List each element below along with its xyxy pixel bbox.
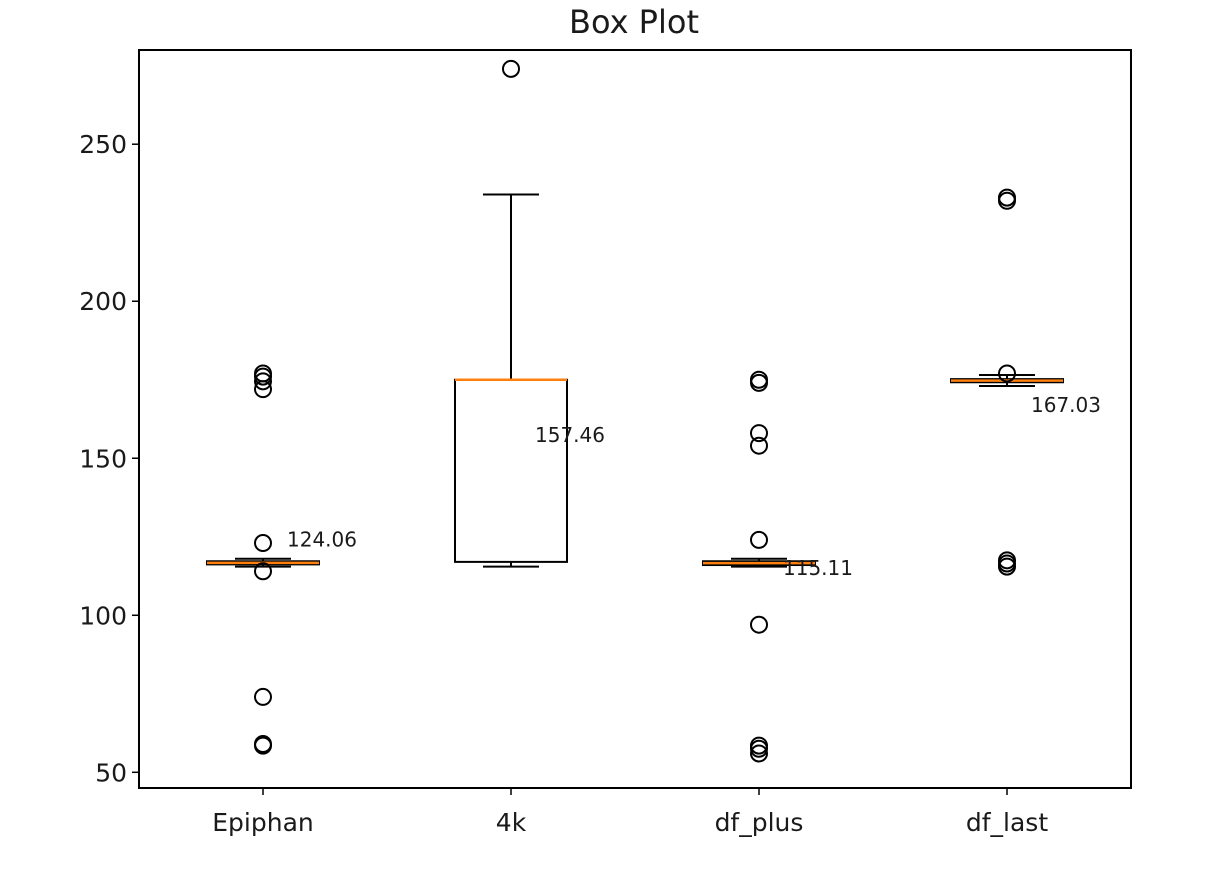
annotation-label: 124.06	[287, 528, 357, 552]
outlier-point	[254, 562, 272, 581]
outlier-point	[750, 436, 768, 455]
y-axis: 50 100 150 200 250	[79, 130, 139, 787]
outlier-point	[254, 364, 272, 383]
outlier-point	[254, 735, 272, 754]
x-axis: Epiphan 4k df_plus df_last	[212, 788, 1048, 837]
chart-title: Box Plot	[569, 3, 699, 41]
outlier-point	[750, 736, 768, 755]
y-tick-label: 150	[79, 444, 127, 473]
annotation-label: 167.03	[1031, 393, 1101, 417]
outlier-point	[750, 370, 768, 389]
x-tick-label: 4k	[496, 808, 527, 837]
annotation-label: 157.46	[535, 423, 605, 447]
outlier-point	[254, 687, 272, 706]
outlier-point	[998, 364, 1016, 383]
box-group-df_plus	[702, 370, 816, 763]
box-group-Epiphan	[206, 364, 320, 755]
outlier-point	[750, 615, 768, 634]
box-group-4k	[454, 59, 568, 568]
plot-frame	[138, 49, 1132, 789]
annotation-label: 115.11	[783, 556, 853, 580]
outlier-point	[254, 534, 272, 553]
outlier-point	[502, 59, 520, 78]
x-tick-label: df_last	[966, 808, 1048, 837]
outlier-point	[998, 551, 1016, 570]
y-tick-label: 200	[79, 287, 127, 316]
x-tick-label: df_plus	[715, 808, 804, 837]
outlier-point	[750, 530, 768, 549]
outlier-point	[998, 188, 1016, 207]
y-tick-label: 100	[79, 601, 127, 630]
y-tick-label: 250	[79, 130, 127, 159]
y-tick-label: 50	[95, 758, 127, 787]
outlier-point	[254, 372, 272, 391]
x-tick-label: Epiphan	[212, 808, 314, 837]
plot-area: 124.06 157.46 115.11 167.03	[206, 59, 1101, 763]
outlier-point	[750, 744, 768, 763]
outlier-point	[750, 424, 768, 443]
box-group-df_last	[950, 188, 1064, 576]
